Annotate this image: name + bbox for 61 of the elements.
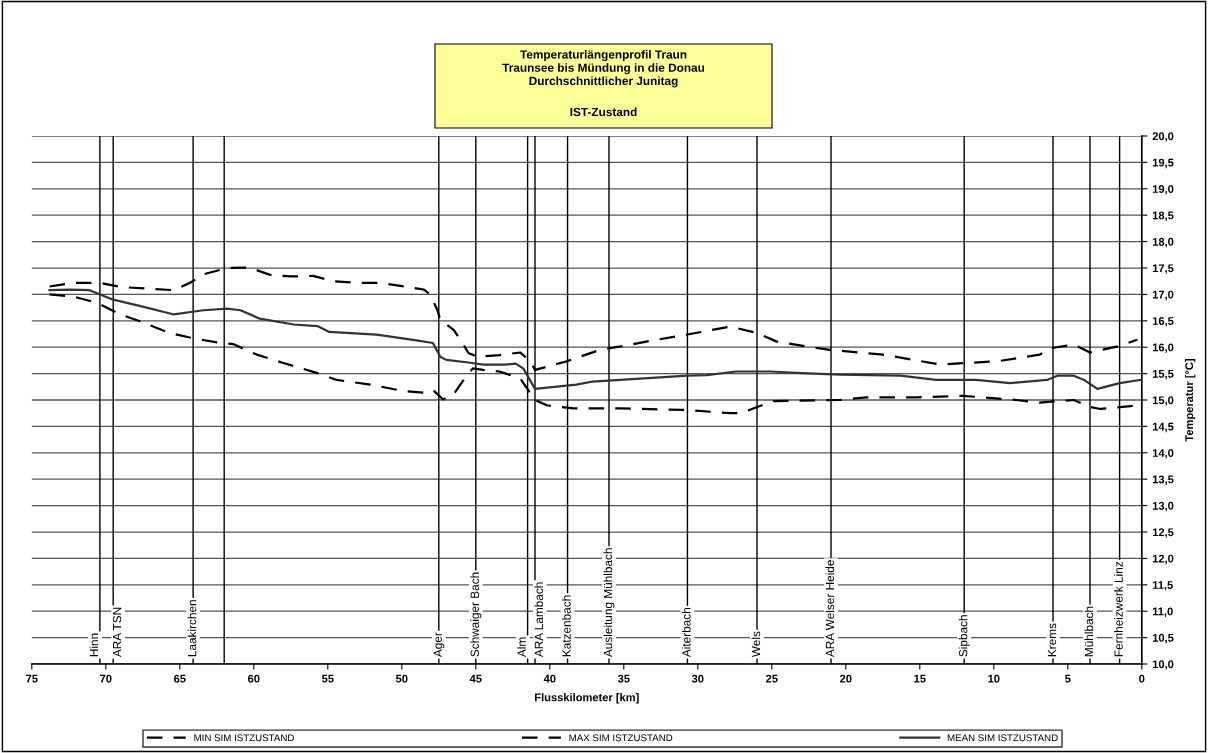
x-tick-label: 15 bbox=[914, 674, 926, 683]
x-tick-label: 35 bbox=[617, 674, 630, 683]
chart-title: Temperaturlängenprofil Traun Traunsee bis Mündung in die Donau Durchschnittlicher Junitag bbox=[502, 50, 705, 88]
legend-label: MEAN SIM ISTZUSTAND bbox=[947, 734, 1058, 742]
x-tick-label: 70 bbox=[100, 674, 112, 683]
y-tick-label: 20,0 bbox=[1152, 132, 1174, 142]
x-tick-label: 10 bbox=[988, 674, 1000, 683]
y-tick-label: 15,5 bbox=[1152, 369, 1174, 380]
ref-line-label: Schwaiger Bach bbox=[470, 572, 482, 657]
ref-line-label: Katzenbach bbox=[562, 595, 571, 657]
y-tick-label: 15,0 bbox=[1152, 396, 1174, 406]
y-tick-label: 13,0 bbox=[1152, 501, 1174, 512]
y-tick-label: 17,0 bbox=[1152, 290, 1174, 301]
x-axis-title: Flusskilometer [km] bbox=[535, 693, 639, 704]
y-tick-label: 19,0 bbox=[1152, 185, 1174, 195]
ref-line-label: ARA Welser Heide bbox=[825, 560, 835, 658]
ref-line-label: Ausleitung Mühlbach bbox=[603, 548, 615, 658]
x-tick-label: 75 bbox=[26, 674, 38, 683]
x-tick-label: 50 bbox=[395, 674, 408, 683]
y-tick-label: 10,0 bbox=[1152, 660, 1174, 670]
x-tick-label: 45 bbox=[469, 674, 482, 683]
ref-line-label: Hinn bbox=[89, 633, 99, 657]
y-tick-label: 14,5 bbox=[1152, 422, 1174, 433]
ref-line-label: Ager bbox=[433, 632, 445, 658]
ref-line-label: Wels bbox=[751, 631, 761, 658]
x-tick-label: 0 bbox=[1139, 674, 1145, 683]
y-tick-label: 13,5 bbox=[1152, 475, 1174, 485]
ref-line-label: ARA TSN bbox=[112, 607, 122, 658]
y-tick-label: 12,5 bbox=[1152, 528, 1174, 538]
y-tick-label: 18,0 bbox=[1152, 237, 1174, 248]
y-tick-label: 11,0 bbox=[1152, 607, 1173, 617]
ref-line-label: Krems bbox=[1047, 623, 1057, 657]
x-tick-label: 25 bbox=[766, 674, 778, 683]
ref-line-label: ARA Lambach bbox=[534, 582, 544, 658]
line-series bbox=[48, 288, 1142, 391]
y-tick-label: 16,0 bbox=[1152, 343, 1174, 353]
x-tick-label: 5 bbox=[1065, 674, 1071, 683]
ref-line-label: Fernheizwerk Linz bbox=[1114, 561, 1123, 657]
x-tick-label: 40 bbox=[543, 674, 556, 683]
y-tick-label: 19,5 bbox=[1152, 158, 1174, 169]
x-tick-label: 65 bbox=[174, 674, 186, 683]
chart-subtitle: IST-Zustand bbox=[570, 107, 637, 117]
x-tick-label: 60 bbox=[248, 674, 260, 683]
legend-label: MAX SIM ISTZUSTAND bbox=[569, 734, 673, 742]
x-tick-label: 20 bbox=[840, 674, 852, 683]
ref-line-label: Alm bbox=[517, 637, 526, 658]
x-tick-label: 55 bbox=[321, 674, 334, 683]
y-tick-label: 16,5 bbox=[1152, 317, 1174, 327]
y-tick-label: 12,0 bbox=[1152, 554, 1174, 565]
legend-label: MIN SIM ISTZUSTAND bbox=[194, 734, 294, 742]
y-tick-label: 18,5 bbox=[1152, 211, 1174, 221]
y-tick-label: 14,0 bbox=[1152, 449, 1174, 459]
y-tick-label: 17,5 bbox=[1152, 264, 1174, 274]
ref-line-label: Laakirchen bbox=[187, 600, 197, 657]
ref-line-label: Mühlbach bbox=[1084, 606, 1094, 657]
y-axis-title: Temperatur [°C] bbox=[1184, 358, 1196, 442]
y-tick-label: 10,5 bbox=[1152, 633, 1174, 644]
ref-line-label: Aiterbach bbox=[681, 608, 691, 658]
x-tick-label: 30 bbox=[691, 674, 704, 683]
ref-line-label: Sipbach bbox=[958, 615, 970, 657]
y-tick-label: 11,5 bbox=[1152, 581, 1173, 591]
